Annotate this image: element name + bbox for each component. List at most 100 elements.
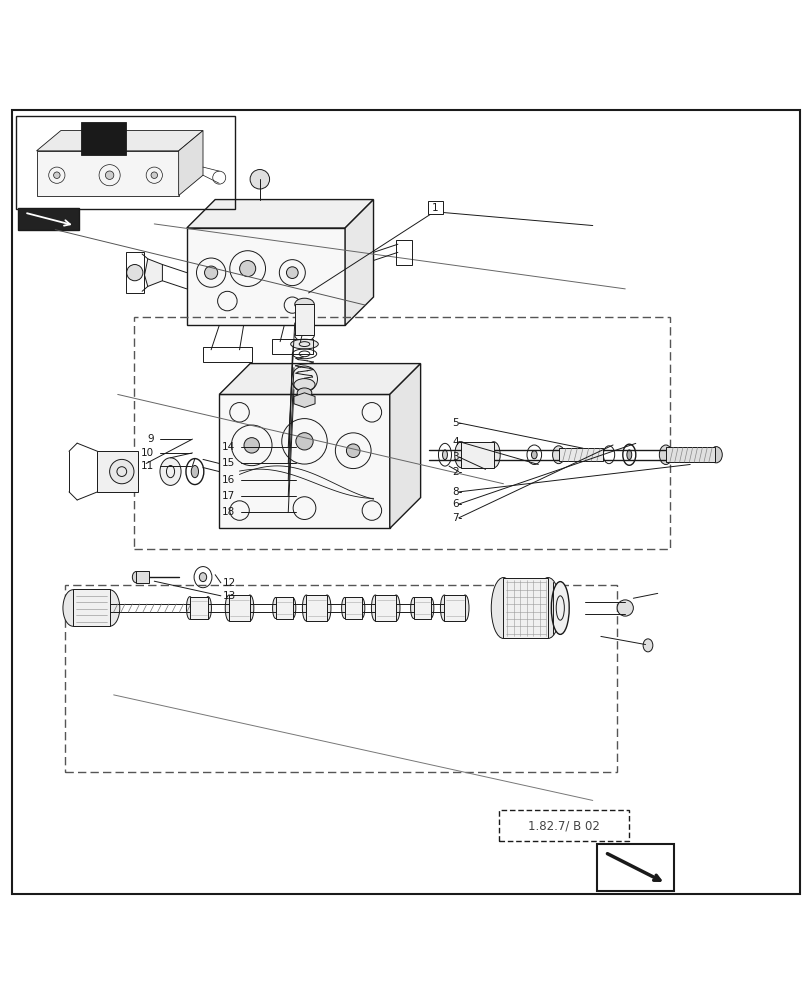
Polygon shape [36,131,203,151]
Text: 18: 18 [222,507,235,517]
Text: 11: 11 [141,461,154,471]
Bar [596,844,673,891]
Ellipse shape [642,639,652,652]
Polygon shape [36,151,178,196]
Circle shape [54,172,60,178]
Text: 7: 7 [452,513,458,523]
Circle shape [346,444,359,457]
Circle shape [127,265,143,281]
Polygon shape [144,259,162,286]
Ellipse shape [272,597,279,619]
Polygon shape [294,393,315,407]
Bar [375,595,396,621]
Ellipse shape [410,597,417,619]
Bar [126,252,144,293]
Text: 14: 14 [222,442,235,452]
Polygon shape [97,451,138,492]
Polygon shape [345,200,373,325]
Bar [499,810,629,841]
Bar [134,317,669,549]
Circle shape [239,261,255,277]
Ellipse shape [323,595,331,621]
Circle shape [286,267,298,278]
Ellipse shape [659,445,672,464]
Text: 5: 5 [452,418,458,428]
Polygon shape [389,364,420,528]
Bar [503,578,547,638]
Text: 15: 15 [222,458,235,468]
Bar [558,448,603,461]
Ellipse shape [358,597,364,619]
Ellipse shape [427,597,433,619]
Ellipse shape [341,597,347,619]
Ellipse shape [461,595,469,621]
Ellipse shape [199,573,206,582]
Polygon shape [187,228,345,325]
Text: 10: 10 [141,448,154,458]
Text: 2: 2 [452,467,458,477]
Text: 4: 4 [452,437,458,447]
Ellipse shape [551,582,569,634]
Circle shape [250,170,269,189]
Ellipse shape [491,578,515,638]
Bar [73,589,109,626]
Ellipse shape [487,442,500,468]
Ellipse shape [191,465,198,478]
Text: 8: 8 [452,487,458,497]
Bar [203,347,251,362]
Text: 17: 17 [222,491,235,501]
Circle shape [109,459,134,484]
Ellipse shape [371,595,379,621]
Polygon shape [219,394,389,528]
Bar [427,201,442,214]
Ellipse shape [289,597,295,619]
Circle shape [105,171,114,179]
Circle shape [151,172,157,178]
Ellipse shape [302,595,310,621]
Text: 6: 6 [452,499,458,509]
Bar [136,571,148,583]
Bar [81,122,126,155]
Circle shape [204,266,217,279]
Text: 1: 1 [431,203,438,213]
Bar [396,240,412,265]
Bar [444,595,465,621]
Polygon shape [178,131,203,196]
Ellipse shape [392,595,400,621]
Bar [294,304,314,335]
Text: 9: 9 [148,434,154,444]
Ellipse shape [225,595,233,621]
Ellipse shape [709,447,721,463]
Ellipse shape [290,339,318,349]
Polygon shape [187,200,373,228]
Ellipse shape [160,458,181,485]
Ellipse shape [440,595,448,621]
Text: 12: 12 [223,578,236,588]
Ellipse shape [626,450,631,460]
Ellipse shape [535,578,560,638]
Text: 13: 13 [223,591,236,601]
Bar [229,595,250,621]
Ellipse shape [246,595,254,621]
Bar [272,339,312,354]
Ellipse shape [294,298,314,310]
Bar [665,447,714,462]
Bar [345,597,361,619]
Ellipse shape [297,388,311,398]
Circle shape [243,438,259,453]
Text: 1.82.7/ B 02: 1.82.7/ B 02 [528,819,599,832]
Ellipse shape [442,450,447,460]
Bar [276,597,292,619]
Bar [461,442,493,468]
Ellipse shape [204,597,211,619]
Bar [414,597,430,619]
Circle shape [295,433,313,450]
Bar [190,597,208,619]
Ellipse shape [62,590,83,626]
Text: 3: 3 [452,452,458,462]
Ellipse shape [294,379,315,391]
Text: 16: 16 [222,475,235,485]
Bar [18,208,79,230]
Ellipse shape [551,446,564,464]
Bar [306,595,327,621]
